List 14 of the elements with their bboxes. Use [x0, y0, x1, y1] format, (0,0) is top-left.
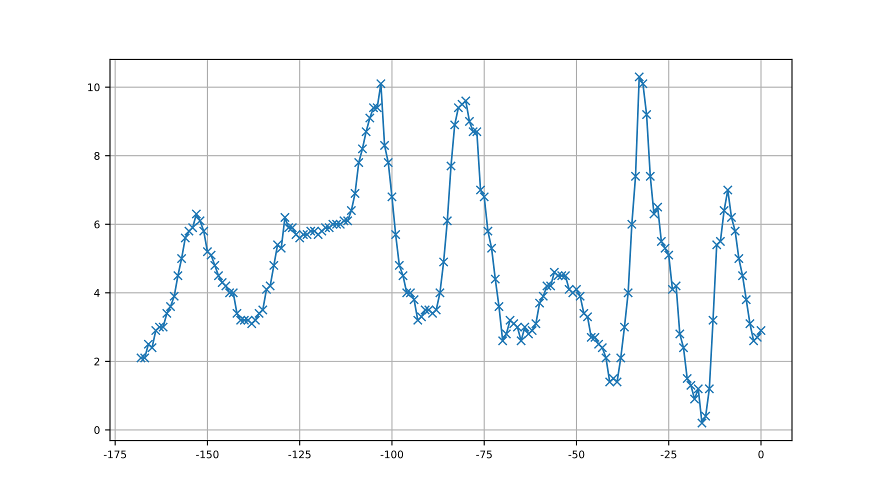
x-tick-label: -175: [104, 450, 126, 458]
x-tick-label: -50: [568, 450, 584, 458]
y-tick-label: 10: [88, 83, 100, 92]
x-tick-label: -150: [196, 450, 219, 458]
y-tick-label: 6: [94, 220, 100, 228]
x-tick-label: -75: [476, 450, 492, 458]
x-tick-label: -100: [380, 450, 404, 458]
y-tick-label: 4: [94, 289, 100, 297]
x-tick-label: -25: [660, 450, 676, 458]
x-tick-label: 0: [758, 450, 764, 458]
y-tick-label: 8: [94, 152, 100, 160]
x-tick-label: -125: [288, 450, 311, 458]
y-tick-label: 2: [94, 358, 100, 366]
y-tick-label: 0: [94, 426, 100, 434]
